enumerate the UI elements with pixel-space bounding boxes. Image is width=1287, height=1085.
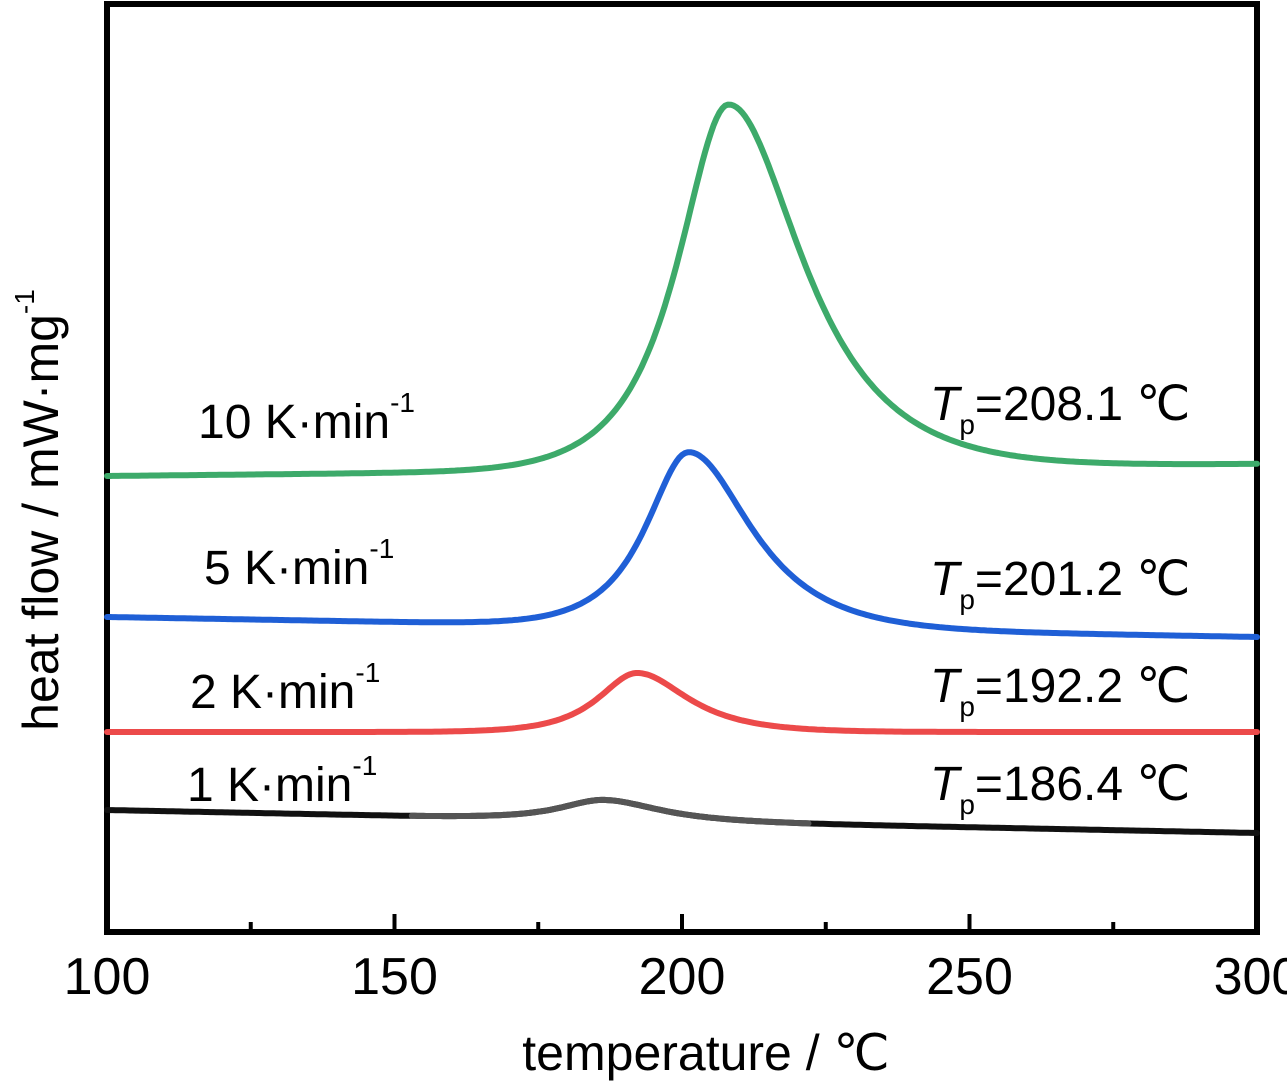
x-axis-title: temperature / ℃ xyxy=(522,1025,889,1081)
peak-label-2k: Tp=192.2 ℃ xyxy=(930,660,1190,722)
x-tick-label: 250 xyxy=(926,948,1013,1006)
series-label-1k: 1 K·min-1 xyxy=(187,750,377,812)
x-tick-label: 100 xyxy=(64,948,151,1006)
x-axis-ticks: 100 150 200 250 300 xyxy=(64,914,1287,1006)
peak-label-10k: Tp=208.1 ℃ xyxy=(930,378,1190,440)
series-line-5k xyxy=(104,449,1260,640)
y-axis-title: heat flow / mW·mg-1 xyxy=(9,289,69,731)
x-tick-label: 200 xyxy=(639,948,726,1006)
series-line-10k xyxy=(104,101,1260,479)
peak-label-1k: Tp=186.4 ℃ xyxy=(930,758,1190,820)
series-line-2k xyxy=(104,670,1260,735)
curves xyxy=(104,101,1260,836)
x-tick-label: 150 xyxy=(351,948,438,1006)
peak-label-5k: Tp=201.2 ℃ xyxy=(930,553,1190,615)
series-label-5k: 5 K·min-1 xyxy=(204,533,394,595)
series-label-10k: 10 K·min-1 xyxy=(198,387,415,449)
series-line-1k-peak xyxy=(408,796,812,827)
series-label-2k: 2 K·min-1 xyxy=(190,657,380,719)
x-tick-label: 300 xyxy=(1214,948,1287,1006)
